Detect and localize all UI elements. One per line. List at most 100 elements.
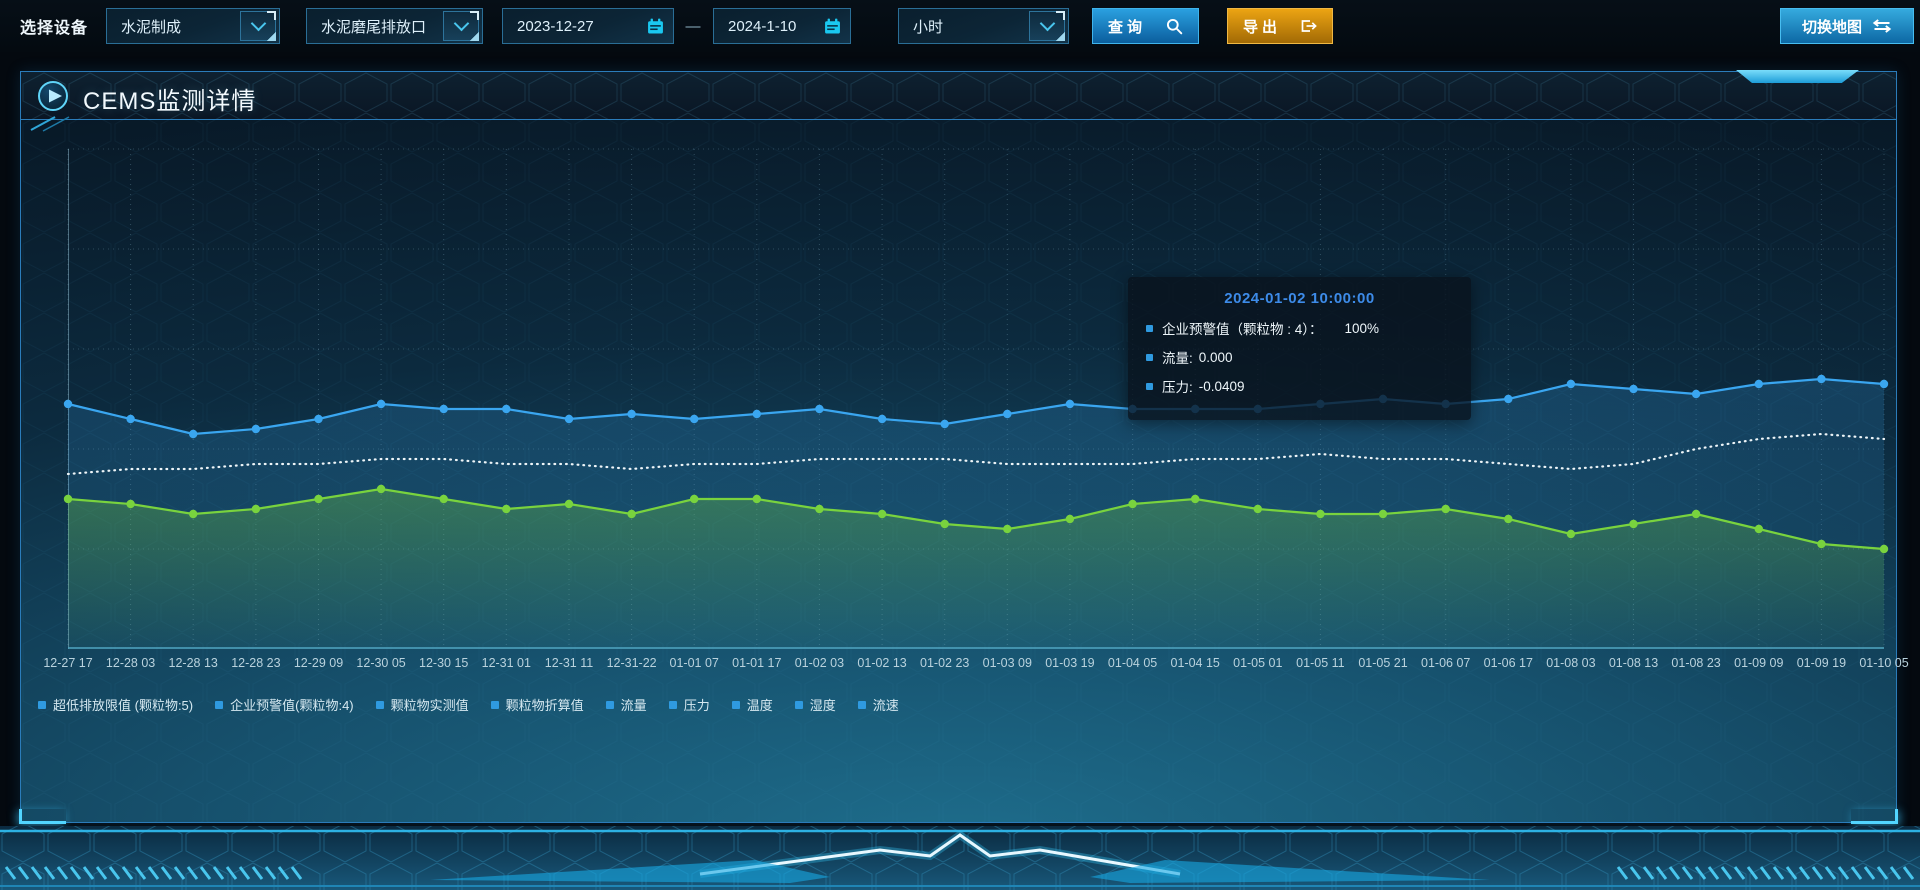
- legend-label: 温度: [746, 698, 773, 713]
- date-range-separator: —: [685, 17, 701, 35]
- legend-item[interactable]: 湿度: [794, 695, 836, 714]
- x-axis-label: 01-08 03: [1546, 656, 1596, 670]
- export-icon: [1301, 20, 1317, 32]
- x-axis-label: 01-06 17: [1483, 656, 1533, 670]
- tooltip-value: 100%: [1344, 320, 1380, 336]
- calendar-icon: [648, 18, 663, 34]
- swap-arrows-icon: [1872, 19, 1892, 33]
- legend-label: 颗粒物实测值: [390, 698, 469, 713]
- legend-marker: [857, 700, 866, 709]
- x-axis-label: 01-02 23: [920, 656, 970, 670]
- x-axis-label: 01-10 05: [1859, 656, 1909, 670]
- x-axis-label: 12-28 13: [168, 656, 218, 670]
- switch-map-button[interactable]: 切换地图: [1780, 8, 1914, 44]
- chart-plot-area[interactable]: [63, 148, 1889, 649]
- legend-marker: [375, 700, 384, 709]
- tooltip-value: 0.000: [1198, 349, 1233, 365]
- end-date-field[interactable]: 2024-1-10: [713, 8, 851, 44]
- legend-marker: [38, 700, 46, 709]
- x-axis-label: 01-04 05: [1107, 656, 1158, 670]
- x-axis-label: 12-31 11: [544, 656, 594, 670]
- export-button-label: 导出: [1243, 18, 1282, 36]
- chart-legend: 超低排放限值 (颗粒物:5) 企业预警值(颗粒物:4) 颗粒物实测值 颗粒物折算值 流量…: [38, 695, 899, 714]
- x-axis-label: 01-05 11: [1296, 656, 1345, 670]
- legend-item[interactable]: 压力: [668, 695, 710, 714]
- x-axis-label: 01-02 13: [857, 656, 907, 670]
- legend-marker: [668, 700, 677, 709]
- x-axis-label: 12-31 01: [481, 656, 531, 670]
- legend-label: 流速: [872, 698, 899, 713]
- legend-item[interactable]: 流速: [857, 695, 899, 714]
- x-axis-label: 01-05 01: [1233, 656, 1283, 670]
- legend-item[interactable]: 超低排放限值 (颗粒物:5): [38, 695, 193, 714]
- interval-select[interactable]: 小时: [898, 8, 1069, 44]
- legend-item[interactable]: 温度: [731, 695, 773, 714]
- export-button[interactable]: 导出: [1227, 8, 1333, 44]
- x-axis-label: 12-30 15: [419, 656, 469, 670]
- x-axis-label: 01-01 07: [669, 656, 719, 670]
- legend-marker: [490, 700, 499, 709]
- tooltip-row: 压力: -0.0409: [1146, 376, 1453, 396]
- tooltip-row: 企业预警值（颗粒物 : 4）： 100%: [1146, 318, 1453, 338]
- line-chart: [63, 148, 1889, 649]
- legend-label: 企业预警值(颗粒物:4): [230, 698, 354, 713]
- calendar-icon: [825, 18, 840, 34]
- legend-item[interactable]: 流量: [605, 695, 647, 714]
- legend-item[interactable]: 颗粒物折算值: [490, 695, 584, 714]
- legend-label: 压力: [683, 698, 710, 713]
- panel-corner-accent: [19, 809, 66, 824]
- switch-map-label: 切换地图: [1801, 18, 1862, 36]
- x-axis-label: 12-30 05: [356, 656, 406, 670]
- tooltip-label: 流量:: [1162, 351, 1193, 366]
- start-date-field[interactable]: 2023-12-27: [502, 8, 674, 44]
- legend-label: 颗粒物折算值: [505, 698, 584, 713]
- query-button-label: 查询: [1108, 18, 1147, 36]
- outlet-value: 水泥磨尾排放口: [321, 18, 427, 36]
- device-category-select[interactable]: 水泥制成: [106, 8, 280, 44]
- x-axis-label: 01-09 09: [1734, 656, 1784, 670]
- tooltip-label: 压力:: [1162, 380, 1193, 395]
- top-toolbar: 选择设备 水泥制成 水泥磨尾排放口 2023-12-27 — 2024-1-10…: [0, 0, 1920, 52]
- chevron-down-icon: [240, 11, 276, 41]
- tooltip-timestamp: 2024-01-02 10:00:00: [1224, 290, 1375, 307]
- x-axis-labels: 12-27 17 12-28 03 12-28 13 12-28 23 12-29 09…: [43, 656, 1908, 674]
- legend-label: 湿度: [809, 698, 836, 713]
- x-axis-label: 12-29 09: [293, 656, 344, 670]
- tooltip-row: 流量: 0.000: [1146, 347, 1453, 367]
- outlet-select[interactable]: 水泥磨尾排放口: [306, 8, 483, 44]
- chart-tooltip: 2024-01-02 10:00:00 企业预警值（颗粒物 : 4）： 100% 流…: [1128, 277, 1471, 420]
- x-axis-label: 12-27 17: [43, 656, 93, 670]
- chevron-glyph: [1039, 15, 1055, 32]
- x-axis-label: 01-01 17: [732, 656, 782, 670]
- x-axis-label: 12-31-22: [606, 656, 657, 670]
- device-select-label: 选择设备: [20, 20, 89, 37]
- x-axis-label: 01-05 21: [1358, 656, 1408, 670]
- x-axis-label: 01-04 15: [1170, 656, 1220, 670]
- panel-header: CEMS监测详情: [21, 70, 1896, 132]
- device-category-value: 水泥制成: [121, 18, 182, 36]
- hexagon-pattern-background: [21, 72, 1896, 119]
- header-corner-accent: [30, 116, 70, 132]
- legend-label: 流量: [620, 698, 647, 713]
- legend-item[interactable]: 颗粒物实测值: [375, 695, 469, 714]
- x-axis-label: 01-09 19: [1796, 656, 1847, 670]
- x-axis-label: 01-02 03: [794, 656, 845, 670]
- x-axis-label: 01-08 23: [1671, 656, 1721, 670]
- x-axis-label: 12-28 03: [105, 656, 156, 670]
- legend-marker: [794, 700, 803, 709]
- chevron-glyph: [453, 15, 469, 32]
- legend-marker: [215, 700, 224, 709]
- tooltip-marker: [1146, 324, 1153, 332]
- legend-item[interactable]: 企业预警值(颗粒物:4): [215, 695, 354, 714]
- search-icon: [1166, 18, 1183, 34]
- panel-title: CEMS监测详情: [83, 88, 257, 115]
- x-axis-label: 12-28 23: [231, 656, 281, 670]
- x-axis-label: 01-06 07: [1421, 656, 1471, 670]
- query-button[interactable]: 查询: [1092, 8, 1199, 44]
- cems-detail-panel: CEMS监测详情 12-27 17 12-28 03 12-28 13 12-28 2…: [19, 70, 1909, 824]
- legend-marker: [731, 700, 740, 709]
- chevron-down-icon: [1029, 11, 1065, 41]
- chevron-glyph: [250, 15, 266, 32]
- interval-value: 小时: [913, 18, 944, 36]
